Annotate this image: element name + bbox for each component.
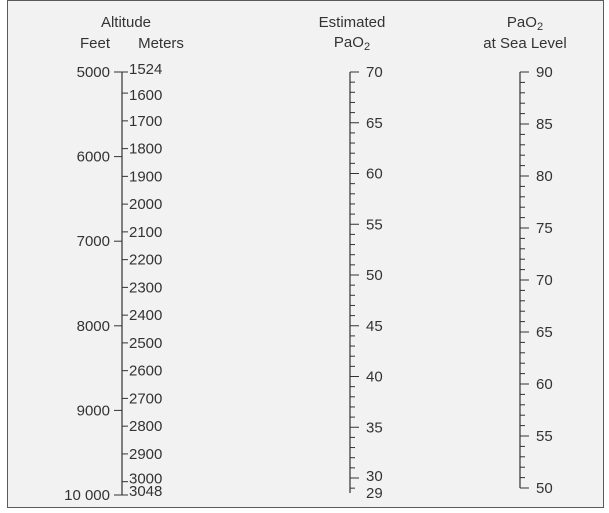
- estimated-pao2-subscript: 2: [364, 41, 370, 53]
- sealevel-pao2-text: PaO: [507, 14, 537, 31]
- estimated-label: 55: [366, 216, 383, 233]
- estimated-label: 45: [366, 318, 383, 335]
- sealevel-header: at Sea Level: [483, 35, 566, 52]
- estimated-label: 29: [366, 485, 383, 502]
- estimated-ticks: [350, 71, 359, 489]
- meters-header: Meters: [138, 35, 184, 52]
- estimated-header: Estimated: [319, 14, 386, 31]
- meter-label: 2800: [129, 418, 162, 435]
- meter-label: 2000: [129, 196, 162, 213]
- nomogram-frame: [7, 0, 604, 508]
- estimated-label: 50: [366, 267, 383, 284]
- meter-label: 2400: [129, 307, 162, 324]
- sealevel-label: 90: [536, 64, 553, 81]
- feet-labels: 5000 6000 7000 8000 9000 10 000: [64, 64, 110, 504]
- estimated-label: 70: [366, 64, 383, 81]
- feet-label: 10 000: [64, 487, 110, 504]
- estimated-label: 35: [366, 419, 383, 436]
- meter-label: 1600: [129, 87, 162, 104]
- sealevel-ticks: [520, 71, 529, 489]
- sealevel-label: 60: [536, 376, 553, 393]
- altitude-header: Altitude: [101, 14, 151, 31]
- estimated-label: 40: [366, 369, 383, 386]
- sealevel-pao2-subscript: 2: [537, 21, 543, 33]
- sealevel-labels: 90 85 80 75 70 65 60 55 50: [536, 64, 553, 497]
- feet-label: 8000: [77, 318, 110, 335]
- meter-label: 3000: [129, 471, 162, 488]
- feet-label: 5000: [77, 64, 110, 81]
- sealevel-label: 55: [536, 428, 553, 445]
- feet-label: 9000: [77, 402, 110, 419]
- meter-label: 2200: [129, 252, 162, 269]
- feet-header: Feet: [80, 35, 111, 52]
- meter-label: 2500: [129, 335, 162, 352]
- sealevel-label: 75: [536, 220, 553, 237]
- meter-label: 2900: [129, 446, 162, 463]
- estimated-label: 60: [366, 166, 383, 183]
- meter-label: 3048: [129, 483, 162, 500]
- meter-label: 1700: [129, 113, 162, 130]
- meter-labels: 1524 1600 1700 1800 1900 2000 2100 2200 2300 2400…: [129, 61, 162, 500]
- sealevel-label: 85: [536, 116, 553, 133]
- meter-label: 2700: [129, 390, 162, 407]
- estimated-pao2-header: PaO2: [334, 34, 370, 53]
- sealevel-label: 80: [536, 168, 553, 185]
- meter-label: 2100: [129, 224, 162, 241]
- sealevel-pao2-header: PaO2: [507, 14, 543, 33]
- meter-label: 2300: [129, 279, 162, 296]
- estimated-label: 30: [366, 468, 383, 485]
- sealevel-label: 70: [536, 272, 553, 289]
- feet-label: 6000: [77, 149, 110, 166]
- altitude-ticks: [114, 71, 128, 496]
- estimated-label: 65: [366, 115, 383, 132]
- meter-label: 1900: [129, 168, 162, 185]
- meter-label: 2600: [129, 363, 162, 380]
- estimated-pao2-text: PaO: [334, 34, 364, 51]
- sealevel-label: 50: [536, 480, 553, 497]
- sealevel-label: 65: [536, 324, 553, 341]
- meter-label: 1800: [129, 141, 162, 158]
- feet-label: 7000: [77, 233, 110, 250]
- meter-label: 1524: [129, 61, 162, 78]
